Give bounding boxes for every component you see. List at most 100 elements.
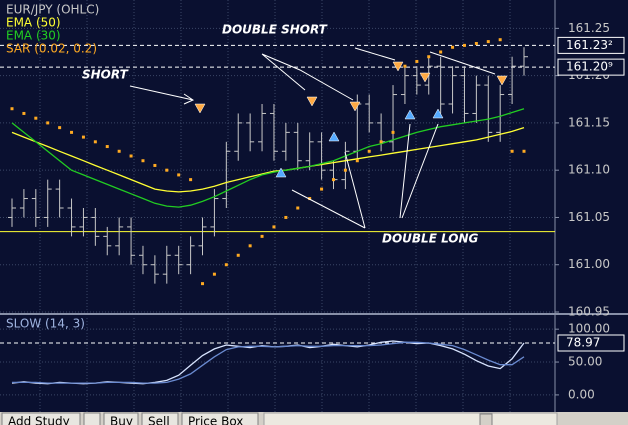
toolbar: Add Study Buy Sell Price Box [0, 412, 628, 425]
toolbar-button[interactable]: Buy [103, 412, 139, 425]
signals [194, 61, 508, 178]
ohlc-bar [484, 75, 493, 142]
scroll-thumb[interactable] [479, 413, 493, 425]
toolbar-button[interactable]: Sell [141, 412, 179, 425]
sar-dot [320, 187, 324, 191]
button-label[interactable]: Sell [148, 415, 170, 425]
series-line [11, 126, 525, 193]
ohlc-bar [91, 208, 100, 246]
ohlc-bar [31, 189, 40, 227]
ohlc-bar [269, 104, 278, 161]
button-face[interactable] [141, 412, 179, 425]
sar-dot [367, 149, 371, 153]
ohlc-bar [317, 132, 326, 180]
sar-dot [105, 145, 109, 149]
ohlc-bar [460, 66, 469, 123]
button-face[interactable] [1, 412, 81, 425]
price-box [557, 58, 625, 76]
ohlc-bar [400, 66, 409, 104]
sar-dot [439, 50, 443, 54]
ohlc-bar [436, 56, 445, 114]
ohlc-bar [508, 56, 517, 104]
sar-dot [129, 154, 133, 158]
arrow [261, 47, 496, 101]
dropdown[interactable] [83, 412, 101, 425]
short-signal [419, 72, 431, 83]
ohlc-bar [162, 245, 171, 284]
sar-dot [522, 149, 526, 153]
ohlc-bar [150, 255, 159, 284]
sar-dot [486, 40, 490, 44]
sar-dot [46, 121, 50, 125]
y-tick-label: 50.00 [568, 355, 602, 369]
scrollbar[interactable] [263, 412, 558, 425]
price-box-label: 161.20⁹ [566, 60, 613, 74]
sar-dot [451, 45, 455, 49]
y-tick-label: 160.95 [568, 305, 610, 319]
sar-dot [498, 38, 502, 42]
annotation: DOUBLE LONG [382, 232, 479, 246]
short-signal [392, 61, 404, 72]
button-face[interactable] [181, 412, 259, 425]
annotation: SHORT [82, 68, 129, 82]
sar-dot [415, 59, 419, 63]
ohlc-bar [246, 113, 255, 152]
ohlc-bar [520, 47, 528, 76]
sar-dot [212, 272, 216, 276]
ohlc-bar [19, 189, 28, 218]
sar-dot [272, 225, 276, 229]
sar-dot [427, 55, 431, 59]
sar-dot [81, 135, 85, 139]
sar-dot [355, 159, 359, 163]
sar-dot [10, 107, 14, 111]
sar-dot [93, 140, 97, 144]
annotation: DOUBLE SHORT [222, 23, 328, 37]
sar-dot [224, 263, 228, 267]
arrow [129, 85, 195, 105]
sar-dot [248, 244, 252, 248]
ohlc-bar [138, 245, 147, 275]
ohlc-bar [8, 198, 16, 227]
ohlc-bar [222, 141, 231, 208]
arrow [291, 123, 439, 229]
short-signal [306, 96, 318, 107]
toolbar-button[interactable]: Add Study [1, 412, 81, 425]
legend-entry: EMA (50) [6, 16, 61, 30]
ohlc-bar [103, 226, 112, 256]
series-line [11, 108, 525, 208]
legend-entry: EUR/JPY (OHLC) [6, 3, 99, 17]
ohlc-bar [198, 217, 207, 256]
long-signal [328, 131, 340, 142]
toolbar-button[interactable]: Price Box [181, 412, 259, 425]
button-label[interactable]: Price Box [188, 415, 243, 425]
marks-layer [0, 38, 555, 385]
sar-dot [34, 116, 38, 120]
series-line [12, 341, 525, 384]
sar-dot [165, 168, 169, 172]
y-tick-label: 161.05 [568, 210, 610, 224]
sar-dot [260, 234, 264, 238]
long-signal [275, 167, 287, 178]
sar-dot [331, 178, 335, 182]
ohlc-bar [293, 122, 302, 171]
sar-dot [403, 64, 407, 68]
ohlc-bar [174, 245, 183, 275]
annotation-arrows [129, 47, 496, 229]
ohlc-bar [186, 236, 195, 275]
legend-entry: EMA (30) [6, 29, 61, 43]
y-tick-label: 0.00 [568, 387, 595, 401]
legend-entry: SAR (0.02, 0.2) [6, 42, 97, 56]
button-label[interactable]: Buy [110, 415, 133, 425]
ohlc-bar [234, 113, 243, 161]
button-face[interactable] [103, 412, 139, 425]
ohlc-bar [67, 198, 76, 237]
sar-dot [153, 163, 157, 167]
ohlc-bar [127, 217, 136, 265]
ohlc-bar [341, 141, 350, 190]
y-tick-label: 161.25 [568, 21, 610, 35]
price-box [557, 36, 625, 54]
button-label[interactable]: Add Study [8, 415, 70, 425]
sar-dot [201, 282, 205, 286]
